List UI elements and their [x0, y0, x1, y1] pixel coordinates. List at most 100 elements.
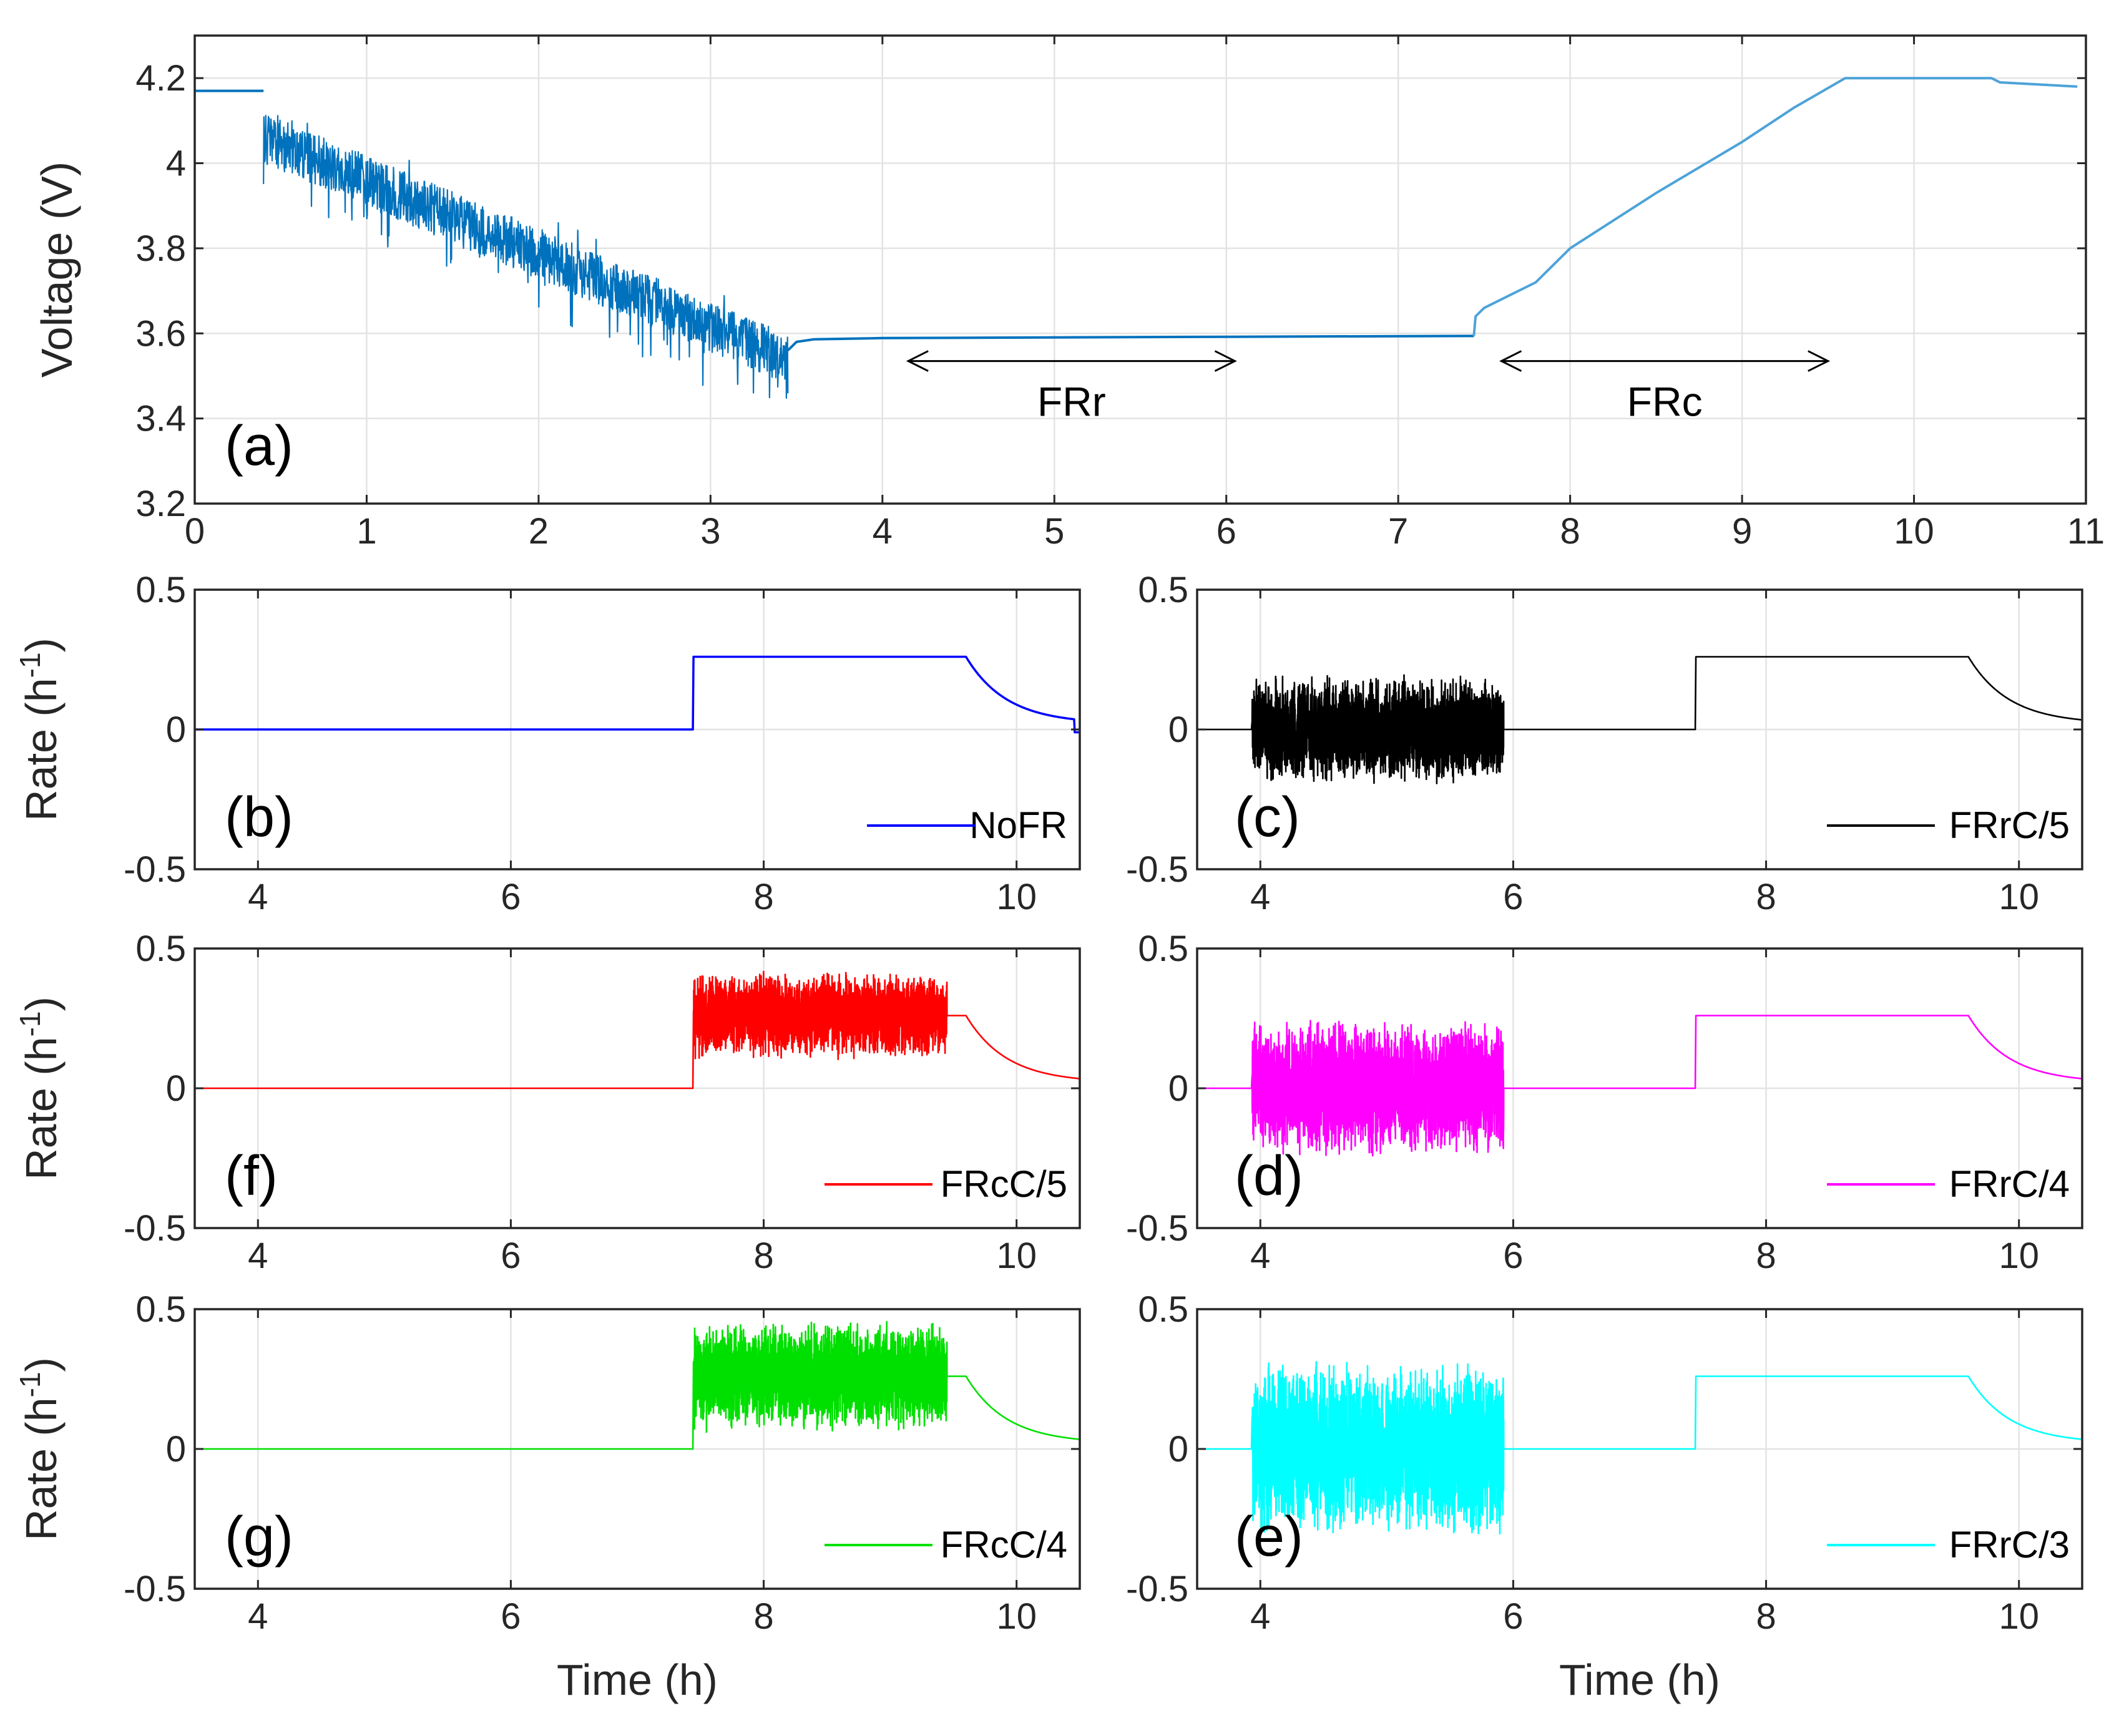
y-tick-label: 0.5 — [135, 929, 186, 969]
panel-label: (c) — [1235, 786, 1300, 849]
x-tick-label: 0 — [185, 511, 205, 552]
rate-series-line — [194, 970, 1080, 1090]
y-tick-label: 0.5 — [1138, 1289, 1188, 1330]
x-tick-label: 4 — [248, 1236, 268, 1276]
x-tick-label: 8 — [753, 1236, 773, 1276]
legend: FRrC/3 — [1827, 1524, 2070, 1566]
y-tick-label: -0.5 — [124, 849, 186, 890]
x-tick-label: 5 — [1044, 511, 1064, 552]
x-tick-label: 6 — [1503, 1236, 1523, 1276]
chart-panel-c: 4 6 8 10 -0.5 0 0.5 (c) FRrC/5 — [1126, 570, 2083, 917]
voltage-series-line — [1472, 77, 2078, 336]
y-tick-label: 0 — [1168, 1068, 1188, 1109]
annotation-arrow — [906, 350, 1237, 372]
plot-area — [195, 36, 2086, 504]
y-tick-label: 3.2 — [135, 484, 186, 524]
x-tick-label: 4 — [248, 877, 268, 917]
legend: FRrC/5 — [1827, 804, 2070, 846]
x-tick-label: 6 — [1503, 1596, 1523, 1637]
y-tick-label: -0.5 — [124, 1208, 186, 1249]
y-tick-label: 0.5 — [135, 570, 186, 610]
x-tick-label: 10 — [996, 1596, 1037, 1637]
x-tick-label: 10 — [1999, 1236, 2039, 1276]
y-tick-label: 4.2 — [135, 58, 186, 99]
x-axis-label: Time (h) — [557, 1656, 718, 1704]
x-axis-label: Time (h) — [1559, 1656, 1720, 1704]
x-tick-label: 8 — [1756, 877, 1776, 917]
chart-panel-e: 4 6 8 10 -0.5 0 0.5 Time (h) (e) FRrC/3 — [1126, 1289, 2083, 1704]
x-tick-label: 8 — [1560, 511, 1580, 552]
y-tick-label: 0.5 — [1138, 570, 1188, 610]
x-tick-label: 4 — [1250, 1236, 1270, 1276]
x-tick-label: 10 — [996, 877, 1037, 917]
panel-label: (a) — [225, 415, 293, 477]
x-tick-label: 10 — [1894, 511, 1934, 552]
legend-label: NoFR — [969, 804, 1067, 846]
y-tick-label: 0 — [166, 1429, 186, 1470]
chart-panel-g: 4 6 8 10 -0.5 0 0.5 Rate (h-1) Time (h) (g) FRcC/4 — [14, 1289, 1081, 1704]
y-tick-label: 0 — [1168, 710, 1188, 750]
axes-frame — [193, 34, 2087, 505]
x-tick-label: 10 — [1999, 1596, 2039, 1637]
x-tick-label: 4 — [1250, 877, 1270, 917]
x-tick-label: 10 — [996, 1236, 1037, 1276]
y-tick-label: 0 — [166, 710, 186, 750]
x-tick-label: 8 — [753, 1596, 773, 1637]
y-tick-label: 0 — [166, 1068, 186, 1109]
x-tick-label: 8 — [753, 877, 773, 917]
y-tick-label: 3.8 — [135, 228, 186, 269]
x-tick-label: 7 — [1388, 511, 1408, 552]
y-tick-label: -0.5 — [1126, 1208, 1188, 1249]
x-tick-label: 8 — [1756, 1236, 1776, 1276]
x-tick-label: 2 — [529, 511, 549, 552]
panel-label: (e) — [1235, 1506, 1303, 1568]
voltage-series-line — [786, 334, 1474, 351]
y-tick-label: -0.5 — [1126, 1569, 1188, 1609]
legend-label: FRrC/3 — [1949, 1524, 2070, 1566]
x-tick-label: 4 — [1250, 1596, 1270, 1637]
legend-label: FRrC/4 — [1949, 1163, 2070, 1205]
y-axis-label: Rate (h-1) — [14, 997, 66, 1180]
panel-label: (b) — [225, 786, 293, 849]
y-tick-label: -0.5 — [1126, 849, 1188, 890]
annotation-label: FRc — [1627, 379, 1703, 425]
panel-label: (g) — [225, 1506, 293, 1568]
panel-label: (f) — [225, 1145, 278, 1207]
y-axis-label: Rate (h-1) — [14, 1357, 66, 1541]
y-axis-label: Rate (h-1) — [14, 638, 66, 821]
rate-series-line — [1197, 1015, 2083, 1157]
x-tick-label: 4 — [873, 511, 893, 552]
y-tick-label: 0.5 — [1138, 929, 1188, 969]
y-tick-label: 3.4 — [135, 399, 186, 439]
x-tick-label: 3 — [700, 511, 720, 552]
y-tick-label: 4 — [166, 144, 186, 184]
annotation-label: FRr — [1037, 379, 1106, 425]
x-tick-label: 6 — [501, 1236, 521, 1276]
legend: NoFR — [867, 804, 1067, 846]
voltage-series-line — [263, 115, 789, 399]
x-tick-label: 9 — [1732, 511, 1752, 552]
annotation-arrow — [1499, 350, 1831, 372]
y-tick-label: 3.6 — [135, 313, 186, 354]
x-tick-label: 6 — [501, 1596, 521, 1637]
legend: FRcC/5 — [825, 1163, 1067, 1205]
x-tick-label: 6 — [501, 877, 521, 917]
legend-label: FRcC/4 — [941, 1524, 1067, 1566]
y-axis-label: Voltage (V) — [32, 162, 81, 378]
x-tick-label: 8 — [1756, 1596, 1776, 1637]
x-tick-label: 4 — [248, 1596, 268, 1637]
chart-panel-b: 4 6 8 10 -0.5 0 0.5 Rate (h-1) (b) NoFR — [14, 570, 1081, 917]
x-tick-label: 1 — [356, 511, 376, 552]
x-tick-label: 11 — [2067, 511, 2105, 552]
panel-label: (d) — [1235, 1145, 1303, 1207]
chart-panel-f: 4 6 8 10 -0.5 0 0.5 Rate (h-1) (f) FRcC/5 — [14, 929, 1081, 1276]
x-tick-label: 6 — [1216, 511, 1236, 552]
y-tick-label: -0.5 — [124, 1569, 186, 1609]
y-tick-label: 0 — [1168, 1429, 1188, 1470]
x-tick-label: 6 — [1503, 877, 1523, 917]
rate-series-line — [1197, 1361, 2083, 1535]
legend: FRcC/4 — [825, 1524, 1067, 1566]
x-tick-label: 10 — [1999, 877, 2039, 917]
rate-series-line — [194, 655, 1080, 734]
